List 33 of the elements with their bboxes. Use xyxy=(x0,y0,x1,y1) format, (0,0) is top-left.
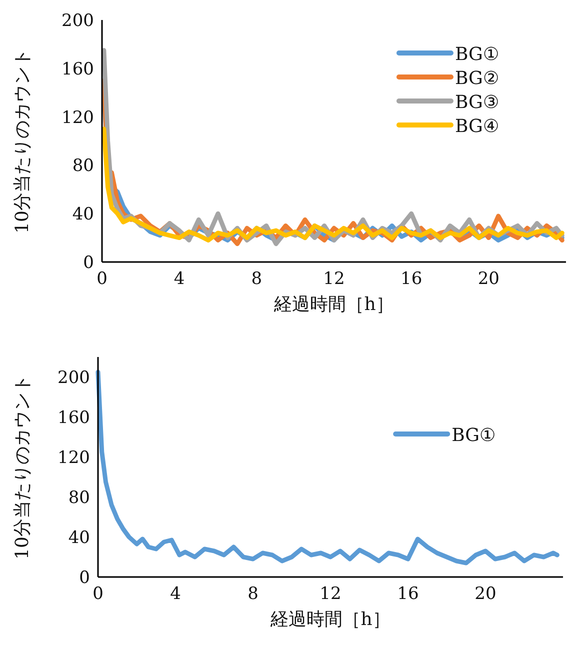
x-tick-label: 4 xyxy=(174,269,185,289)
x-axis-title: 経過時間［h］ xyxy=(273,294,394,315)
y-tick-label: 160 xyxy=(58,408,90,428)
y-tick-label: 40 xyxy=(68,528,90,548)
y-tick-label: 80 xyxy=(68,488,90,508)
x-tick-label: 12 xyxy=(323,269,345,289)
y-tick-label: 120 xyxy=(58,448,90,468)
x-tick-label: 0 xyxy=(96,269,108,289)
y-tick-label: 160 xyxy=(62,59,94,80)
x-tick-label: 20 xyxy=(474,584,496,604)
x-tick-label: 4 xyxy=(170,584,181,604)
legend-label: BG① xyxy=(452,425,496,446)
x-tick-label: 12 xyxy=(320,584,342,604)
x-axis-title: 経過時間［h］ xyxy=(270,609,390,630)
legend-label: BG① xyxy=(454,44,499,65)
x-tick-label: 20 xyxy=(478,269,500,289)
y-tick-label: 200 xyxy=(58,368,90,388)
y-tick-label: 200 xyxy=(62,11,94,31)
x-tick-label: 8 xyxy=(248,584,258,604)
x-tick-label: 16 xyxy=(397,584,419,604)
y-tick-label: 0 xyxy=(79,568,90,588)
y-tick-label: 120 xyxy=(62,108,94,128)
y-axis-title: 10分当たりのカウント xyxy=(12,48,33,234)
y-tick-label: 40 xyxy=(72,204,94,225)
legend-label: BG② xyxy=(454,68,499,89)
line-series xyxy=(96,370,560,566)
y-axis-title: 10分当たりのカウント xyxy=(12,374,33,560)
legend-label: BG④ xyxy=(454,116,499,137)
y-tick-label: 80 xyxy=(72,156,94,176)
legend-label: BG③ xyxy=(454,92,499,113)
x-tick-label: 16 xyxy=(400,269,422,289)
x-tick-label: 8 xyxy=(251,269,262,289)
y-tick-label: 0 xyxy=(83,253,94,273)
